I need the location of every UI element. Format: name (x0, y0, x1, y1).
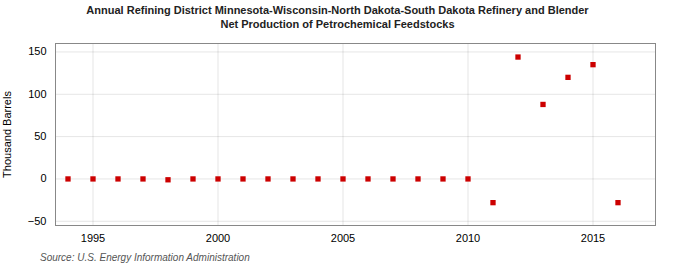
html-text:Net Production of Petrochemica: Net Production of Petrochemical Feedstoc… (220, 18, 455, 30)
svg-text:Thousand Barrels: Thousand Barrels (1, 91, 13, 178)
svg-text:−50: −50 (28, 215, 47, 227)
svg-text:2010: 2010 (456, 232, 480, 244)
svg-text:2005: 2005 (331, 232, 355, 244)
html-text:Source: U.S. Energy Informatio: Source: U.S. Energy Information Administ… (40, 252, 250, 263)
svg-text:150: 150 (28, 45, 46, 57)
html-text:Annual Refining District Minne: Annual Refining District Minnesota-Wisco… (86, 4, 589, 16)
svg-text:2015: 2015 (581, 232, 605, 244)
svg-text:50: 50 (34, 130, 46, 142)
svg-text:1995: 1995 (81, 232, 105, 244)
svg-text:2000: 2000 (206, 232, 230, 244)
svg-text:100: 100 (28, 88, 46, 100)
svg-text:0: 0 (40, 172, 46, 184)
